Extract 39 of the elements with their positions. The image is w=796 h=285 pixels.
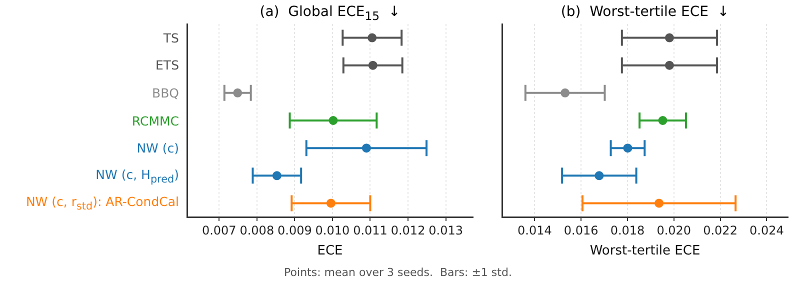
text: Points: mean over 3 seeds. Bars: ±1 std. [284, 266, 512, 279]
point [328, 116, 338, 125]
point [664, 60, 674, 70]
x-tick-label: 0.013 [428, 223, 463, 238]
point [272, 171, 282, 180]
x-tick-label: 0.014 [518, 223, 552, 238]
x-tick-label: 0.012 [390, 223, 426, 238]
point [326, 198, 336, 208]
point [658, 116, 668, 125]
point [362, 144, 371, 153]
point [233, 88, 242, 98]
x-tick-label: 0.011 [353, 223, 388, 238]
point [368, 60, 378, 70]
y-tick-label: RCMMC [132, 113, 179, 128]
x-axis-title: Worst-tertile ECE [590, 244, 700, 259]
point [594, 171, 604, 180]
x-tick-label: 0.018 [610, 223, 645, 238]
x-tick-label: 0.008 [240, 223, 274, 238]
point [654, 198, 664, 208]
chart-title: (a) Global ECE$_{15}$ ↓ [260, 4, 400, 23]
point [664, 33, 674, 42]
point [623, 144, 632, 153]
x-tick-label: 0.007 [202, 223, 236, 238]
y-tick-label: TS [163, 30, 179, 46]
x-axis-title: ECE [317, 244, 343, 259]
x-tick-label: 0.010 [315, 223, 350, 238]
y-tick-label: NW (c, H$_{pred}$) [96, 166, 179, 185]
point [368, 33, 377, 42]
y-tick-label: BBQ [152, 85, 179, 100]
point [560, 88, 570, 98]
y-tick-label: ETS [156, 58, 179, 73]
chart-title: (b) Worst-tertile ECE ↓ [560, 4, 730, 20]
x-tick-label: 0.016 [564, 223, 598, 238]
x-tick-label: 0.024 [749, 223, 784, 238]
y-tick-label: NW (c, r$_{std}$): AR-CondCal [26, 194, 179, 212]
x-tick-label: 0.009 [277, 223, 312, 238]
x-tick-label: 0.020 [656, 223, 692, 238]
y-tick-label: NW (c) [136, 140, 179, 156]
x-tick-label: 0.022 [703, 223, 738, 238]
